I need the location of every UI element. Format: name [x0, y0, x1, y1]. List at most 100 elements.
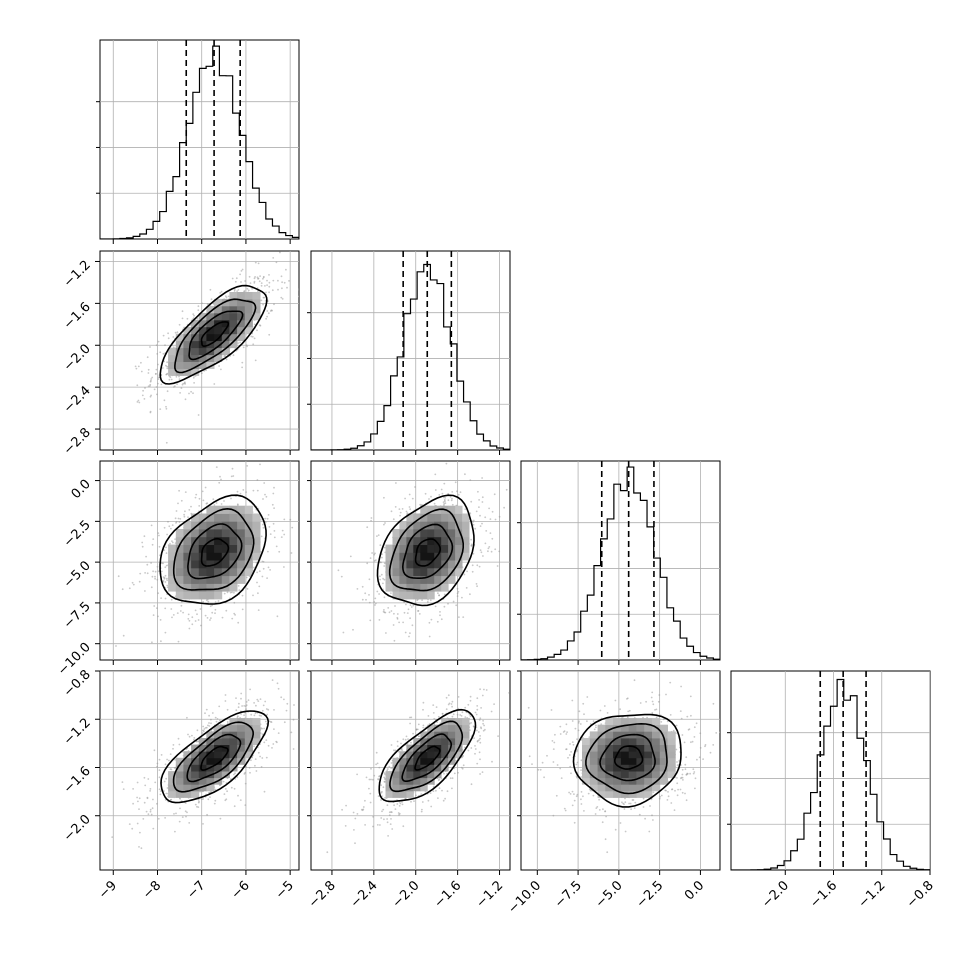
scatter-point [438, 787, 441, 789]
scatter-point [226, 721, 229, 723]
density-cell [198, 361, 207, 369]
density-cell [237, 529, 246, 538]
density-cell [198, 744, 207, 752]
scatter-point [188, 509, 191, 511]
scatter-point [503, 506, 505, 509]
scatter-point [260, 299, 263, 302]
scatter-point [167, 337, 170, 340]
scatter-point [142, 818, 145, 820]
density-cell [206, 521, 215, 530]
scatter-point [430, 618, 433, 621]
y-tick-label: 0.0 [69, 477, 94, 502]
scatter-point [211, 712, 214, 714]
scatter-point [435, 789, 437, 792]
scatter-point [197, 619, 200, 621]
scatter-point [238, 702, 240, 705]
scatter-point [254, 764, 256, 767]
density-cell [198, 567, 207, 577]
scatter-point [244, 782, 247, 785]
density-cell [168, 347, 177, 356]
scatter-point [273, 486, 275, 489]
scatter-point [469, 699, 472, 702]
scatter-point [402, 825, 405, 828]
scatter-point [259, 463, 261, 466]
scatter-point [160, 640, 162, 643]
scatter-point [136, 781, 139, 784]
density-cell [198, 777, 207, 785]
scatter-point [149, 395, 152, 398]
scatter-point [151, 575, 154, 578]
scatter-point [206, 617, 209, 619]
scatter-point [241, 705, 244, 707]
density-cell [183, 552, 192, 561]
scatter-point [265, 317, 267, 320]
contours [376, 494, 475, 607]
scatter-point [211, 604, 214, 607]
scatter-point [250, 759, 252, 762]
scatter-point [206, 813, 209, 816]
density-cell [229, 340, 238, 349]
scatter-point [251, 335, 254, 338]
scatter-point [262, 277, 264, 280]
scatter-point [496, 565, 499, 567]
scatter-point [191, 623, 194, 626]
scatter-point [380, 799, 382, 801]
density-cell [168, 354, 177, 362]
scatter-point [254, 758, 257, 760]
density-cell [214, 340, 223, 349]
scatter-point [381, 556, 383, 559]
density-cell [214, 305, 223, 314]
density-cell [183, 354, 192, 362]
scatter-point [356, 813, 359, 815]
scatter-point [266, 315, 268, 318]
scatter-point [156, 802, 158, 805]
scatter-point [167, 520, 169, 523]
scatter-point [202, 730, 205, 733]
density-cell [392, 575, 400, 584]
density-cell [191, 529, 200, 538]
scatter-point [135, 367, 138, 370]
scatter-point [182, 611, 185, 614]
scatter-point [264, 700, 267, 703]
density-cell [427, 560, 435, 569]
scatter-point [191, 616, 194, 619]
density-cell [448, 560, 456, 569]
density-cell [229, 718, 238, 726]
density-cell [441, 583, 449, 592]
density-cell [252, 513, 261, 522]
scatter-point [261, 709, 264, 712]
scatter-point [232, 354, 235, 357]
y-tick-label: −7.5 [61, 599, 94, 632]
grid [311, 671, 510, 870]
contour-level-2 [172, 721, 255, 793]
scatter-point [154, 570, 157, 573]
density-cell [206, 513, 215, 522]
contour-level-2 [172, 507, 255, 591]
scatter-point [376, 762, 379, 765]
scatter-point [266, 517, 269, 520]
density-cell [206, 529, 215, 538]
scatter-point [456, 587, 459, 590]
scatter-point [271, 289, 274, 292]
scatter-point [412, 732, 414, 735]
scatter-point [267, 550, 269, 553]
scatter-point [132, 802, 135, 805]
scatter-point [447, 703, 450, 706]
density-cell [214, 567, 223, 577]
scatter-point [370, 517, 373, 519]
scatter-point [188, 392, 190, 395]
scatter-point [517, 690, 519, 692]
scatter-point [234, 772, 236, 775]
scatter-point [138, 797, 141, 800]
scatter-point [164, 566, 167, 569]
scatter-point [157, 378, 160, 380]
scatter-point [241, 608, 244, 611]
scatter-point [238, 589, 241, 591]
density-cell [191, 333, 200, 342]
scatter-point [151, 641, 153, 644]
density-cell [198, 326, 207, 335]
density-cell [462, 529, 470, 538]
scatter-point [398, 508, 401, 510]
density-cell [168, 771, 177, 779]
scatter-point [427, 799, 430, 802]
